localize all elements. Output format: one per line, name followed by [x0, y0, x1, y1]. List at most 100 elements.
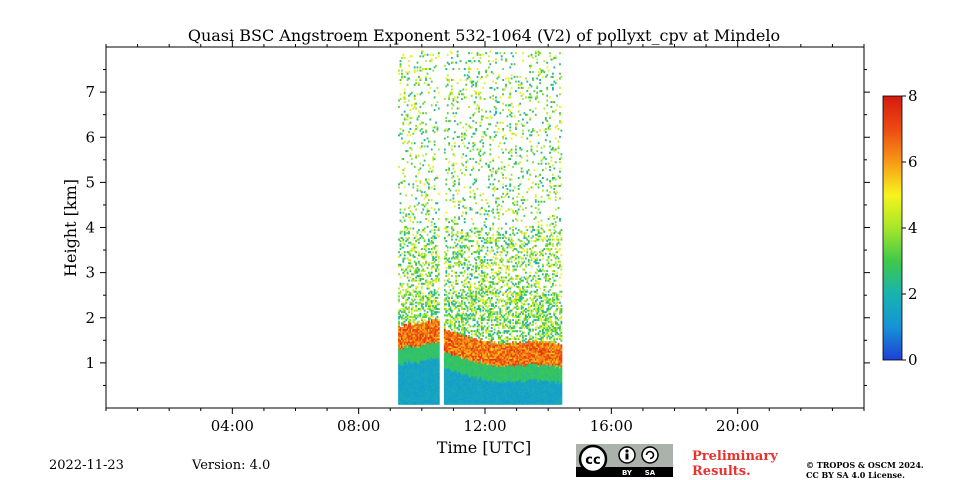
data-pixel-p1: [462, 382, 465, 385]
data-pixel-p1: [469, 60, 472, 63]
data-pixel-p1: [480, 292, 483, 295]
data-pixel-p1: [446, 314, 449, 317]
data-pixel-p0: [418, 377, 420, 380]
data-pixel-p1: [456, 300, 459, 303]
data-pixel-p0: [403, 353, 406, 356]
data-pixel-p1: [455, 391, 458, 394]
data-pixel-p1: [453, 368, 456, 371]
data-pixel-p0: [433, 385, 436, 388]
data-pixel-p1: [478, 287, 480, 290]
data-pixel-p1: [475, 396, 477, 399]
data-pixel-p1: [479, 364, 482, 367]
data-pixel-p0: [410, 377, 413, 380]
data-pixel-p0: [398, 379, 400, 382]
data-pixel-p1: [473, 349, 476, 352]
data-pixel-p0: [415, 128, 417, 130]
data-pixel-p1: [478, 244, 480, 247]
data-pixel-p1: [445, 399, 448, 402]
data-pixel-p1: [446, 339, 449, 342]
data-pixel-p0: [430, 290, 433, 293]
data-pixel-p1: [455, 317, 458, 320]
data-pixel-p0: [409, 205, 412, 208]
data-pixel-p1: [443, 237, 446, 239]
data-pixel-p0: [426, 366, 429, 369]
data-pixel-p1: [483, 396, 486, 399]
data-pixel-p0: [412, 388, 415, 391]
data-pixel-p1: [482, 327, 485, 329]
data-pixel-p0: [413, 298, 416, 301]
data-pixel-p0: [406, 336, 409, 339]
data-pixel-p1: [473, 396, 476, 399]
data-pixel-p0: [428, 262, 430, 265]
data-pixel-p1: [445, 334, 448, 337]
data-pixel-p0: [405, 225, 408, 228]
data-pixel-p1: [488, 334, 490, 337]
data-pixel-p0: [398, 350, 400, 353]
data-pixel-p0: [429, 342, 432, 345]
data-pixel-p0: [423, 393, 426, 396]
data-pixel-p1: [462, 379, 465, 382]
data-pixel-p1: [446, 320, 449, 323]
data-pixel-p1: [456, 123, 459, 126]
data-pixel-p0: [418, 401, 420, 404]
data-pixel-p0: [432, 159, 435, 162]
data-pixel-p0: [410, 338, 413, 341]
data-pixel-p0: [399, 333, 402, 336]
data-pixel-p1: [462, 350, 465, 353]
data-pixel-p1: [478, 360, 480, 363]
data-pixel-p0: [422, 314, 425, 317]
data-pixel-p1: [458, 274, 460, 277]
data-pixel-p0: [401, 77, 403, 80]
data-pixel-p1: [479, 304, 482, 307]
data-pixel-p0: [401, 317, 403, 320]
data-pixel-p0: [409, 153, 412, 156]
data-pixel-p1: [468, 346, 470, 348]
data-pixel-p1: [466, 341, 469, 344]
data-pixel-p1: [456, 282, 459, 285]
data-pixel-p1: [488, 352, 490, 355]
data-pixel-p0: [412, 379, 415, 382]
data-pixel-p0: [416, 93, 419, 96]
data-pixel-p0: [401, 252, 403, 255]
data-pixel-p1: [448, 331, 450, 334]
data-pixel-p1: [473, 309, 476, 312]
data-pixel-p0: [408, 123, 410, 126]
data-pixel-p1: [451, 148, 453, 151]
data-pixel-p0: [409, 377, 412, 380]
data-pixel-p0: [422, 385, 425, 388]
data-pixel-p1: [453, 358, 456, 361]
data-pixel-p0: [399, 219, 402, 222]
data-pixel-p1: [489, 352, 492, 355]
data-pixel-p1: [443, 279, 446, 282]
data-pixel-p1: [452, 398, 455, 401]
data-pixel-p1: [455, 233, 458, 236]
data-pixel-p0: [412, 380, 415, 383]
data-pixel-p1: [463, 357, 466, 359]
data-pixel-p0: [403, 140, 406, 143]
data-pixel-p1: [455, 355, 458, 358]
data-pixel-p1: [479, 148, 482, 151]
data-pixel-p1: [476, 344, 479, 347]
data-pixel-p1: [475, 287, 477, 290]
data-pixel-p0: [401, 388, 403, 391]
data-pixel-p1: [453, 216, 456, 219]
data-pixel-p0: [437, 341, 440, 344]
data-pixel-p0: [419, 385, 422, 388]
data-pixel-p0: [428, 352, 430, 355]
data-pixel-p0: [422, 203, 425, 206]
data-pixel-p1: [456, 230, 459, 233]
data-pixel-p1: [483, 279, 486, 282]
data-pixel-p1: [486, 353, 489, 356]
data-pixel-p1: [473, 308, 476, 310]
data-pixel-p0: [398, 325, 400, 328]
data-pixel-p0: [406, 113, 409, 116]
data-pixel-p1: [486, 396, 489, 399]
data-pixel-p1: [463, 388, 466, 391]
data-pixel-p0: [426, 371, 429, 374]
data-pixel-p1: [488, 205, 490, 208]
data-pixel-p0: [425, 325, 427, 328]
data-pixel-p0: [403, 116, 406, 119]
data-pixel-p0: [425, 75, 427, 78]
data-pixel-p0: [437, 380, 440, 383]
data-pixel-p1: [459, 360, 462, 363]
